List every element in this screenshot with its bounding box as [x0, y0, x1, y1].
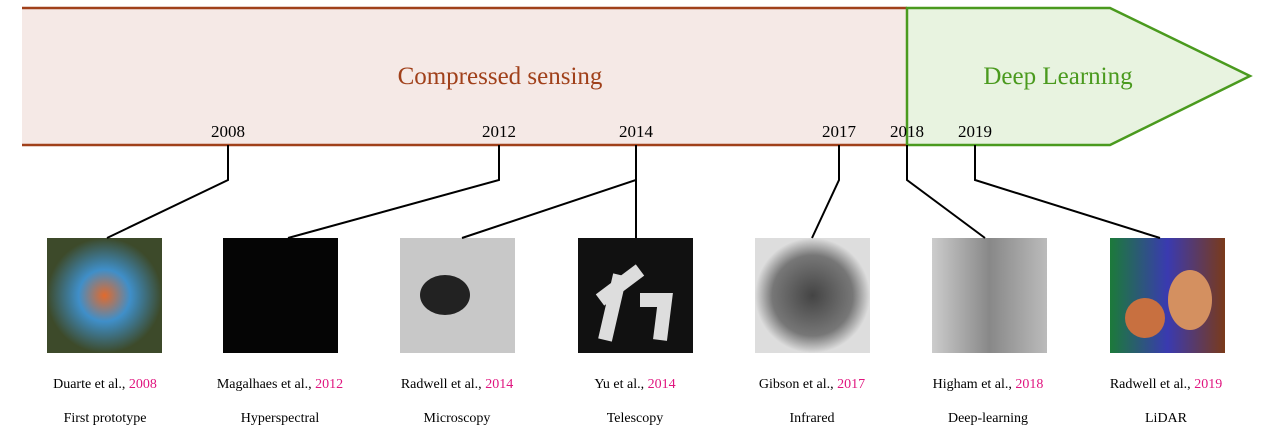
citation-year: 2017 [837, 377, 865, 392]
image [223, 238, 338, 353]
image [578, 238, 693, 353]
application: Telescopy [607, 411, 664, 425]
year-label: 2017 [822, 122, 857, 141]
timeline-diagram: Compressed sensing Deep Learning 2008 201… [0, 0, 1264, 425]
application: Infrared [789, 411, 834, 425]
year-label: 2014 [619, 122, 654, 141]
application: Deep-learning [948, 411, 1028, 425]
author: Higham et al., [933, 377, 1012, 392]
author: Gibson et al., [759, 377, 834, 392]
citation-year: 2014 [485, 377, 513, 392]
image-detail [1168, 270, 1212, 330]
connector [107, 145, 228, 238]
connector [288, 145, 499, 238]
citation-year: 2018 [1015, 377, 1043, 392]
citation: Magalhaes et al., 2012 [217, 377, 343, 392]
citation: Higham et al., 2018 [933, 377, 1044, 392]
connector [907, 145, 985, 238]
citation-year: 2019 [1194, 377, 1222, 392]
author: Radwell et al., [401, 377, 482, 392]
year-label: 2008 [211, 122, 245, 141]
image [755, 238, 870, 353]
images [47, 238, 1225, 353]
citation-year: 2012 [315, 377, 343, 392]
citation: Radwell et al., 2019 [1110, 377, 1222, 392]
author: Yu et al., [594, 377, 644, 392]
citation: Gibson et al., 2017 [759, 377, 865, 392]
image [47, 238, 162, 353]
connector [812, 145, 839, 238]
year-label: 2019 [958, 122, 992, 141]
year-label: 2012 [482, 122, 516, 141]
connector [462, 145, 636, 238]
application: First prototype [64, 411, 147, 425]
citation: Radwell et al., 2014 [401, 377, 513, 392]
image-detail [420, 275, 470, 315]
era-label: Compressed sensing [398, 63, 603, 90]
application: Hyperspectral [241, 411, 320, 425]
image [932, 238, 1047, 353]
citation-year: 2008 [129, 377, 157, 392]
author: Magalhaes et al., [217, 377, 312, 392]
application: Microscopy [424, 411, 491, 425]
author: Duarte et al., [53, 377, 125, 392]
citation-year: 2014 [648, 377, 676, 392]
citation: Yu et al., 2014 [594, 377, 675, 392]
citation: Duarte et al., 2008 [53, 377, 157, 392]
era-label: Deep Learning [983, 63, 1133, 90]
year-label: 2018 [890, 122, 924, 141]
connector [975, 145, 1160, 238]
author: Radwell et al., [1110, 377, 1191, 392]
image-detail [1125, 298, 1165, 338]
application: LiDAR [1145, 411, 1188, 425]
